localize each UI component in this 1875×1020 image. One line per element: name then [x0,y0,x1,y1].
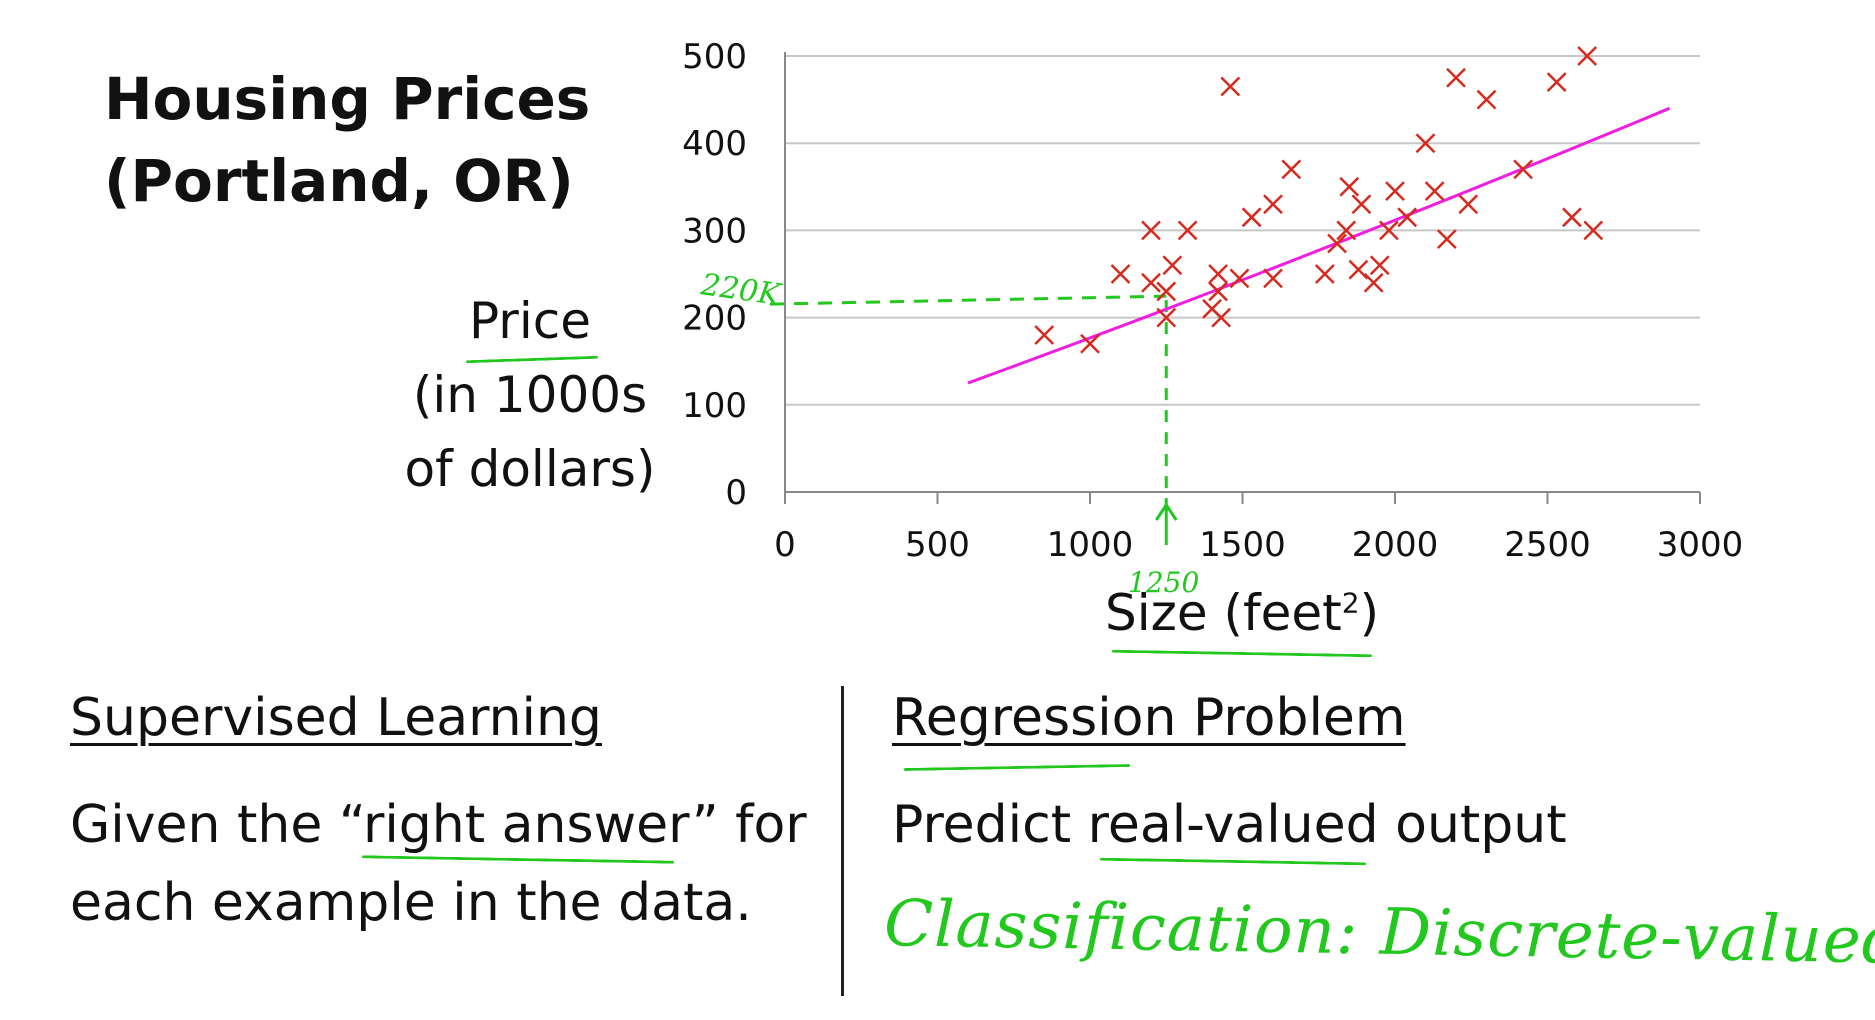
fit-line [967,106,1671,385]
data-point [1162,255,1183,276]
x-tick-label: 0 [774,525,796,565]
data-point [1034,325,1055,345]
data-point [1327,233,1347,254]
prediction-arrow [1155,502,1178,545]
data-point [1080,333,1100,354]
x-tick-label: 1500 [1199,525,1286,565]
regression-description: Predict real-valued output [892,786,1567,864]
output-text: output [1378,795,1567,855]
classification-note: Classification: Discrete-valued output [883,887,1875,983]
right-answer-text: right answer [362,795,692,855]
data-point [1562,207,1582,228]
data-point [1363,272,1384,293]
y-tick-label: 400 [682,124,747,164]
prediction-guide-horizontal [769,294,1167,306]
x-label-close: ) [1359,584,1380,642]
x-tick-label: 500 [905,525,970,565]
data-point [1314,264,1335,284]
x-label-sup: 2 [1341,586,1360,620]
data-point [1263,268,1283,289]
y-label-line-1: Price [469,292,591,350]
data-point [1336,220,1357,241]
y-axis-label: Price (in 1000s of dollars) [380,284,680,506]
data-point [1141,220,1161,241]
x-tick-label: 2000 [1352,525,1439,565]
desc-part-3: ” for [691,795,807,855]
x-label-text: Size (feet [1105,584,1342,642]
x-tick-label: 3000 [1657,525,1744,565]
data-point [1156,307,1177,328]
x-axis-label: Size (feet2) [1105,584,1379,642]
data-point [1156,281,1177,302]
data-point [1546,72,1567,93]
supervised-description: Given the “right answer” for each example… [70,786,807,942]
regression-underline [903,764,1131,771]
x-tick-label: 2500 [1504,525,1591,565]
supervised-learning-heading: Supervised Learning [70,688,602,748]
data-point [1458,194,1479,215]
y-label-line-2: (in 1000s [412,366,648,424]
predict-text: Predict [892,795,1088,855]
data-point [1583,220,1604,241]
data-point [1577,46,1598,66]
title-line-2: (Portland, OR) [104,147,574,215]
y-tick-label: 100 [682,386,747,426]
data-point [1263,194,1283,215]
title-line-1: Housing Prices [104,65,591,133]
data-point [1385,181,1405,202]
data-point [1348,259,1369,280]
data-point [1397,207,1418,228]
x-tick-label: 1000 [1047,525,1134,565]
data-point [1476,89,1497,110]
y-tick-label: 500 [682,37,747,77]
data-point [1351,194,1372,215]
data-point [1424,181,1445,202]
data-point [1513,159,1533,180]
data-point [1379,220,1399,241]
data-point [1220,76,1241,97]
data-point [1446,67,1466,88]
data-point [1211,307,1232,328]
desc-part-1: Given the “ [70,795,363,855]
data-point [1369,255,1390,276]
y-tick-label: 0 [725,473,747,513]
y-label-line-3: of dollars) [404,440,656,498]
section-divider [841,686,844,996]
page-title: Housing Prices (Portland, OR) [104,58,590,222]
scatter-chart: 0 100 200 300 400 500 0 500 1000 1500 2000 2500 3000… [682,37,1744,599]
data-point [1229,268,1250,289]
data-point [1110,264,1131,284]
data-point [1281,159,1302,180]
regression-problem-heading: Regression Problem [892,688,1406,748]
real-valued-text: real-valued [1087,795,1379,855]
data-point [1208,264,1228,284]
y-tick-label: 200 [682,299,747,339]
data-point [1208,281,1228,302]
annotation-1250: 1250 [1128,566,1199,599]
y-tick-label: 300 [682,211,747,251]
data-point [1436,229,1457,250]
data-point [1415,133,1436,154]
data-point [1339,176,1360,197]
data-point [1241,207,1262,228]
data-point [1177,220,1198,241]
desc-line-2: each example in the data. [70,873,752,933]
data-point [1141,272,1161,293]
